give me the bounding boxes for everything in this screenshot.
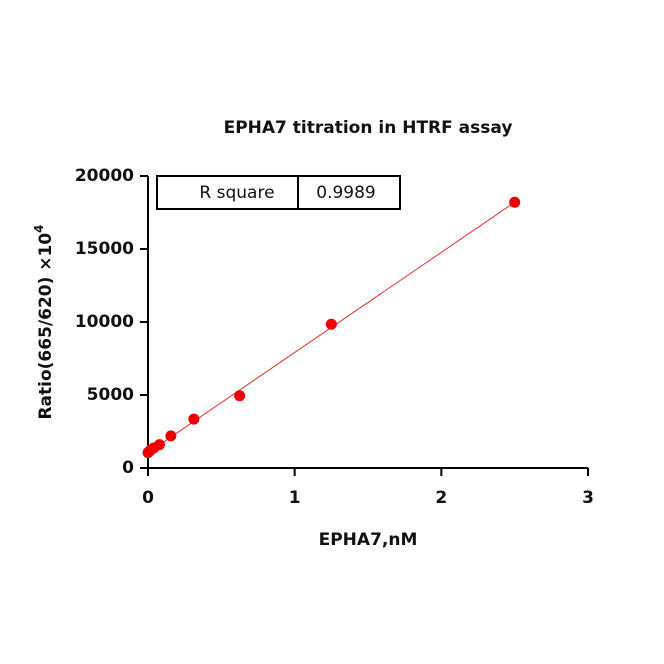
point bbox=[234, 390, 246, 402]
stats-value: 0.9989 bbox=[316, 183, 375, 203]
y-tick-label: 15000 bbox=[75, 239, 134, 259]
point bbox=[165, 430, 177, 442]
y-tick-label: 20000 bbox=[75, 166, 134, 186]
point bbox=[325, 318, 337, 330]
x-tick-label: 1 bbox=[289, 488, 301, 508]
y-axis-label-text: Ratio(665/620) ×10 bbox=[36, 233, 56, 420]
stats-label: R square bbox=[199, 183, 274, 203]
y-tick-label: 0 bbox=[122, 458, 134, 478]
x-axis-label: EPHA7,nM bbox=[319, 530, 418, 550]
y-axis-label: Ratio(665/620) ×104 bbox=[32, 224, 57, 419]
x-tick-label: 2 bbox=[435, 488, 447, 508]
y-tick-label: 5000 bbox=[87, 385, 134, 405]
stats-table bbox=[156, 175, 401, 210]
y-axis-label-sup: 4 bbox=[32, 224, 46, 232]
chart-title: EPHA7 titration in HTRF assay bbox=[224, 118, 513, 138]
point bbox=[509, 196, 521, 208]
x-tick-label: 3 bbox=[582, 488, 594, 508]
x-tick-label: 0 bbox=[142, 488, 154, 508]
y-tick-label: 10000 bbox=[75, 312, 134, 332]
point bbox=[188, 413, 200, 425]
point bbox=[153, 439, 165, 451]
